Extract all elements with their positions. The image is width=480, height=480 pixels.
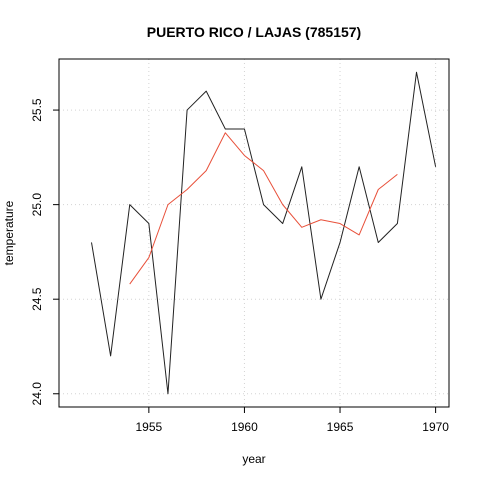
x-tick-label: 1955 <box>136 420 163 434</box>
series-1-point <box>244 128 245 129</box>
x-tick-label: 1965 <box>327 420 354 434</box>
series-2-point <box>359 234 360 235</box>
series-2-point <box>320 219 321 220</box>
series-1-point <box>282 223 283 224</box>
series-2-point <box>378 189 379 190</box>
grid <box>59 59 449 407</box>
y-axis: 24.0 24.5 25.0 25.5 <box>30 98 59 405</box>
x-axis-label: year <box>242 452 265 466</box>
series-2-point <box>129 284 130 285</box>
series-1-point <box>129 204 130 205</box>
series-2-point <box>282 204 283 205</box>
series-2-point <box>187 189 188 190</box>
series-1-point <box>148 223 149 224</box>
series-1-point <box>397 223 398 224</box>
series-2-point <box>301 227 302 228</box>
series-1-point <box>378 242 379 243</box>
series-layer <box>91 71 437 395</box>
x-tick-label: 1960 <box>231 420 258 434</box>
series-2-point <box>244 155 245 156</box>
series-1-point <box>416 72 417 73</box>
series-1-point <box>359 166 360 167</box>
plot-frame <box>58 58 450 408</box>
series-1-point <box>206 91 207 92</box>
series-2-point <box>340 223 341 224</box>
series-1-point <box>167 393 168 394</box>
series-1-point <box>225 128 226 129</box>
series-line-1 <box>91 71 437 395</box>
y-tick-label: 25.0 <box>30 193 44 217</box>
series-1-point <box>187 110 188 111</box>
series-1-point <box>435 166 436 167</box>
series-1-point <box>110 355 111 356</box>
series-line-2 <box>129 132 398 285</box>
series-1-point <box>320 299 321 300</box>
series-1-point <box>340 242 341 243</box>
series-2-point <box>148 257 149 258</box>
series-2-point <box>167 204 168 205</box>
series-1-point <box>91 242 92 243</box>
series-1-point <box>263 204 264 205</box>
series-2-point <box>206 170 207 171</box>
x-tick-label: 1970 <box>422 420 449 434</box>
y-tick-label: 25.5 <box>30 98 44 122</box>
y-tick-label: 24.0 <box>30 382 44 406</box>
series-2-point <box>225 132 226 133</box>
series-2-point <box>263 170 264 171</box>
series-2-point <box>397 174 398 175</box>
y-axis-label: temperature <box>2 200 16 265</box>
y-tick-label: 24.5 <box>30 287 44 311</box>
chart-title: PUERTO RICO / LAJAS (785157) <box>147 24 361 40</box>
x-axis: 1955 1960 1965 1970 <box>136 407 449 434</box>
series-1-point <box>301 166 302 167</box>
